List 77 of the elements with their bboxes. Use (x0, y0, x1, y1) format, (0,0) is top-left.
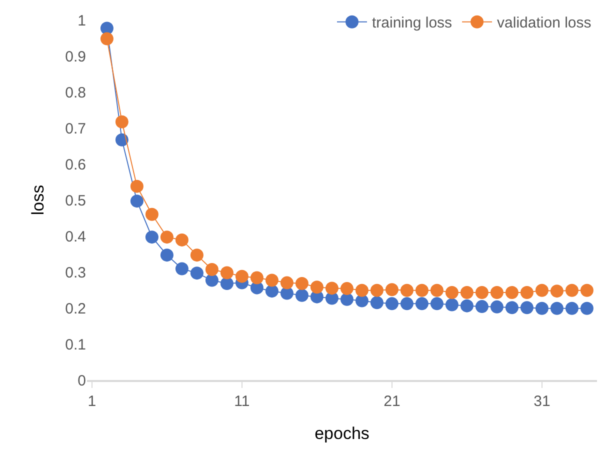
point (415, 284, 428, 297)
point (550, 302, 564, 315)
point (190, 266, 204, 280)
point (400, 297, 414, 310)
point (535, 284, 548, 297)
y-tick-label: 0.3 (65, 264, 86, 282)
point (325, 282, 338, 295)
point (565, 302, 578, 315)
point (145, 230, 158, 244)
point (460, 286, 474, 300)
point (145, 208, 158, 221)
point (385, 297, 398, 310)
point (160, 248, 174, 262)
point (190, 248, 204, 262)
point (130, 194, 144, 208)
point (205, 274, 218, 287)
point (445, 298, 458, 312)
point (355, 284, 368, 297)
point (505, 286, 518, 300)
point (265, 284, 278, 298)
y-tick-label: 0.1 (65, 336, 86, 354)
point (175, 233, 188, 246)
point (340, 292, 354, 306)
point (580, 284, 594, 297)
point (175, 262, 188, 276)
point (550, 284, 564, 298)
point (265, 274, 278, 287)
y-tick-label: 0.2 (65, 300, 86, 318)
y-axis-title: loss (28, 184, 48, 216)
point (385, 283, 398, 296)
y-tick-label: 0.7 (65, 120, 86, 138)
point (370, 296, 384, 310)
point (115, 115, 128, 128)
point (475, 286, 488, 300)
y-tick-label: 0.6 (65, 156, 86, 174)
point (400, 284, 414, 297)
point (340, 282, 354, 296)
point (295, 288, 308, 302)
point (130, 180, 144, 193)
x-axis-title: epochs (314, 424, 370, 443)
legend-label: validation loss (497, 14, 592, 32)
point (310, 280, 324, 294)
y-tick-label: 0.8 (65, 84, 86, 102)
point (445, 286, 458, 300)
point (430, 297, 444, 310)
point (580, 302, 594, 315)
point (370, 284, 384, 297)
point (100, 32, 114, 46)
point (205, 262, 218, 276)
point (280, 276, 294, 290)
point (415, 297, 428, 310)
point (535, 302, 548, 315)
point (220, 277, 234, 290)
point (115, 133, 128, 146)
point (295, 277, 308, 290)
legend-label: training loss (372, 14, 452, 32)
point (565, 284, 578, 297)
point (160, 230, 174, 244)
y-tick-label: 1 (78, 12, 86, 30)
point (460, 299, 474, 312)
point (430, 284, 444, 297)
y-tick-label: 0.5 (65, 192, 86, 210)
point (475, 300, 488, 314)
point (220, 266, 234, 280)
point (520, 301, 534, 314)
point (520, 286, 534, 300)
point (505, 301, 518, 314)
point (235, 270, 248, 283)
y-tick-label: 0.4 (65, 228, 86, 246)
x-tick-label: 31 (534, 393, 550, 410)
x-tick-label: 11 (234, 393, 250, 410)
y-tick-label: 0.9 (65, 48, 86, 66)
point (250, 271, 264, 284)
x-tick-label: 21 (384, 393, 400, 410)
y-tick-label: 0 (78, 372, 86, 390)
point (490, 300, 504, 314)
point (490, 286, 504, 300)
